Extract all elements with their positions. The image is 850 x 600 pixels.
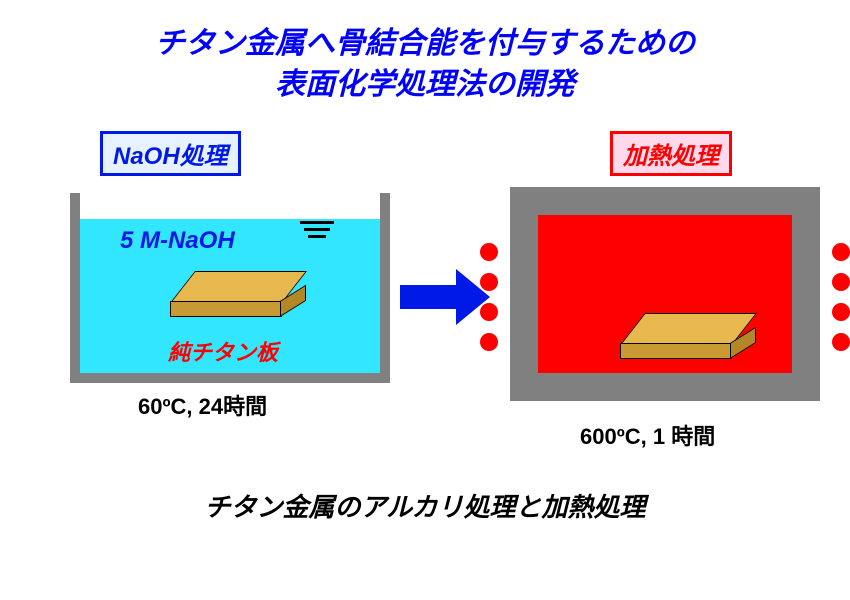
naoh-badge: NaOH処理: [100, 131, 241, 176]
naoh-solution-label: 5 M-NaOH: [120, 227, 235, 255]
liquid-wave-icon: [308, 235, 326, 238]
arrow-shaft: [400, 285, 456, 309]
liquid-wave-icon: [300, 221, 334, 224]
heater-dot-icon: [480, 303, 498, 321]
title-line-1: チタン金属へ骨結合能を付与するための: [155, 27, 695, 60]
naoh-condition-caption: 60ºC, 24時間: [138, 389, 267, 421]
heat-badge-text: 加熱処理: [623, 143, 719, 170]
heater-dot-icon: [832, 273, 850, 291]
heater-dot-icon: [480, 273, 498, 291]
naoh-air-gap: [80, 193, 380, 219]
titanium-plate: [620, 313, 730, 369]
heater-dot-icon: [832, 303, 850, 321]
titanium-plate-label: 純チタン板: [168, 335, 278, 367]
page-title: チタン金属へ骨結合能を付与するための 表面化学処理法の開発: [0, 0, 850, 105]
titanium-plate: [170, 271, 280, 327]
plate-front-face: [620, 343, 732, 359]
heater-dot-icon: [832, 333, 850, 351]
title-line-2: 表面化学処理法の開発: [275, 68, 575, 101]
plate-front-face: [170, 301, 282, 317]
heater-dot-icon: [480, 243, 498, 261]
heater-dot-icon: [480, 333, 498, 351]
liquid-wave-icon: [304, 228, 330, 231]
heat-condition-caption: 600ºC, 1 時間: [580, 419, 715, 451]
naoh-badge-text: NaOH処理: [113, 143, 228, 170]
heater-dot-icon: [832, 243, 850, 261]
diagram-stage: NaOH処理 5 M-NaOH 純チタン板 60ºC, 24時間 加熱処理: [0, 123, 850, 483]
diagram-subtitle: チタン金属のアルカリ処理と加熱処理: [0, 487, 850, 524]
heat-badge: 加熱処理: [610, 131, 732, 176]
